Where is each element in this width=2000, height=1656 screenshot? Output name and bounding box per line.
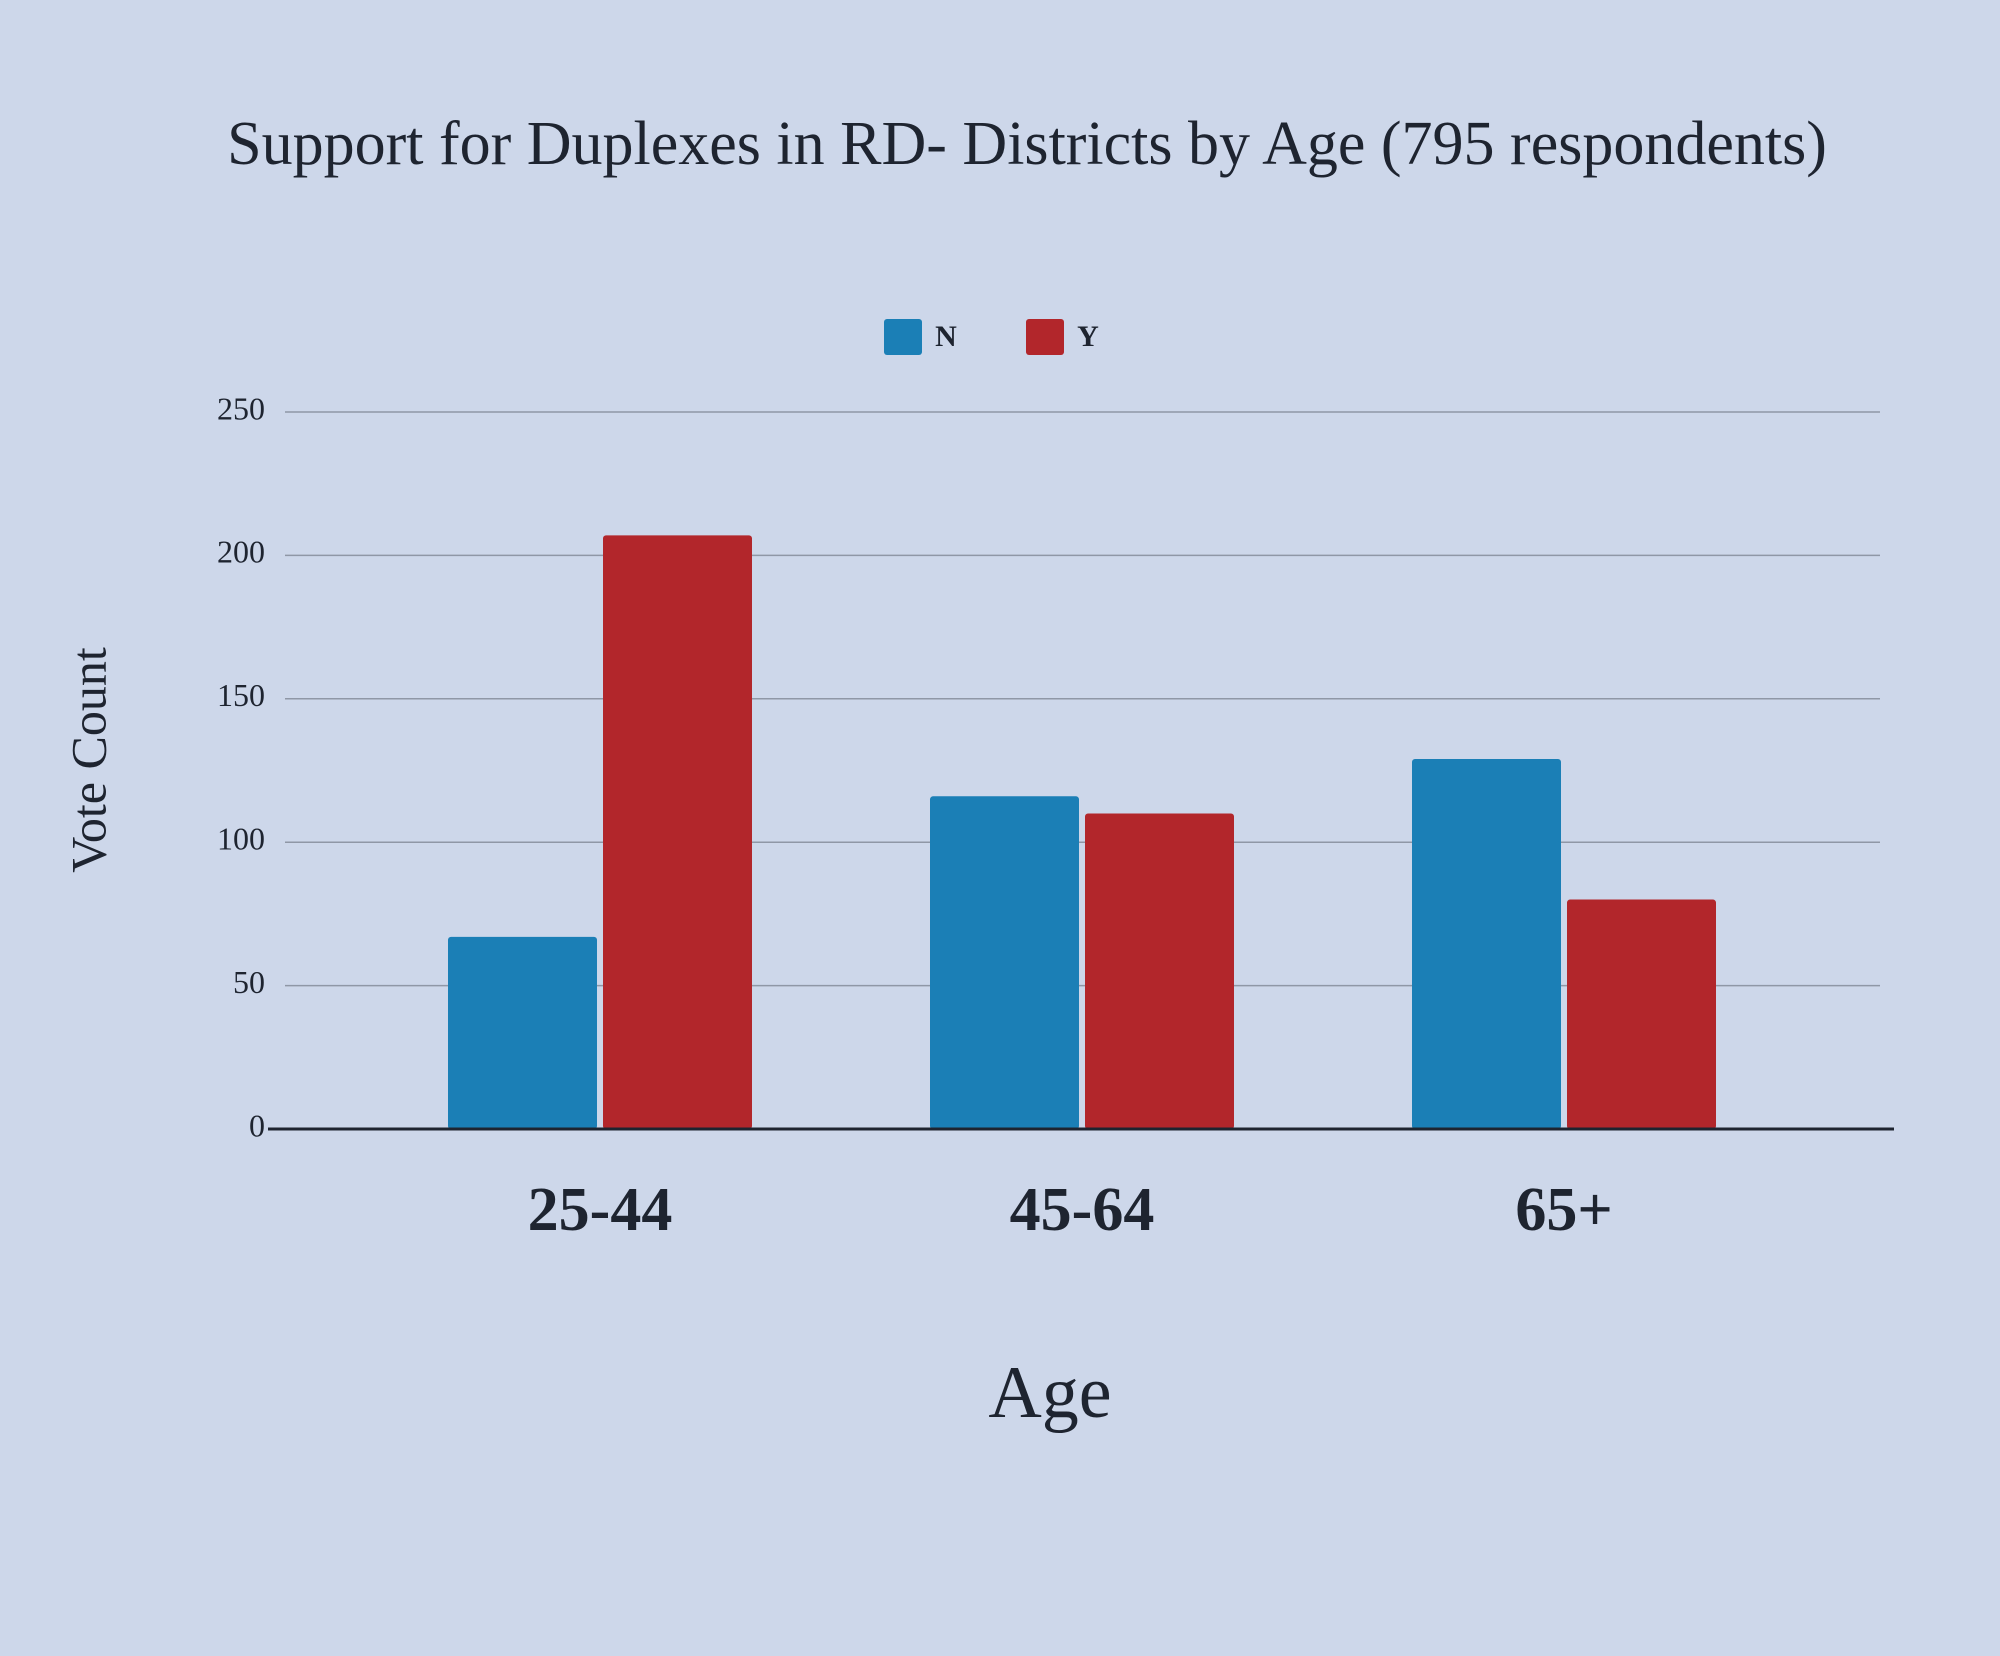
bar: [448, 936, 597, 1129]
y-tick-label: 150: [217, 677, 265, 713]
legend-label: Y: [1077, 320, 1099, 353]
y-tick-label: 250: [217, 390, 265, 426]
y-tick-label: 200: [217, 534, 265, 570]
legend-label: N: [935, 320, 957, 353]
x-tick-label: 65+: [1515, 1176, 1612, 1244]
x-tick-label: 25-44: [528, 1176, 673, 1244]
y-tick-label: 50: [233, 964, 265, 1000]
legend-swatch: [1026, 319, 1064, 355]
bar: [1567, 899, 1716, 1129]
bar: [930, 796, 1079, 1129]
x-axis-label: Age: [988, 1352, 1111, 1434]
legend-swatch: [884, 319, 922, 355]
chart-title: Support for Duplexes in RD- Districts by…: [227, 110, 1827, 178]
bar: [603, 535, 752, 1129]
y-tick-label: 100: [217, 821, 265, 857]
bar: [1085, 813, 1234, 1129]
y-axis-label: Vote Count: [60, 647, 116, 873]
x-tick-label: 45-64: [1010, 1176, 1155, 1244]
y-tick-label: 0: [249, 1107, 265, 1143]
bar: [1412, 759, 1561, 1129]
